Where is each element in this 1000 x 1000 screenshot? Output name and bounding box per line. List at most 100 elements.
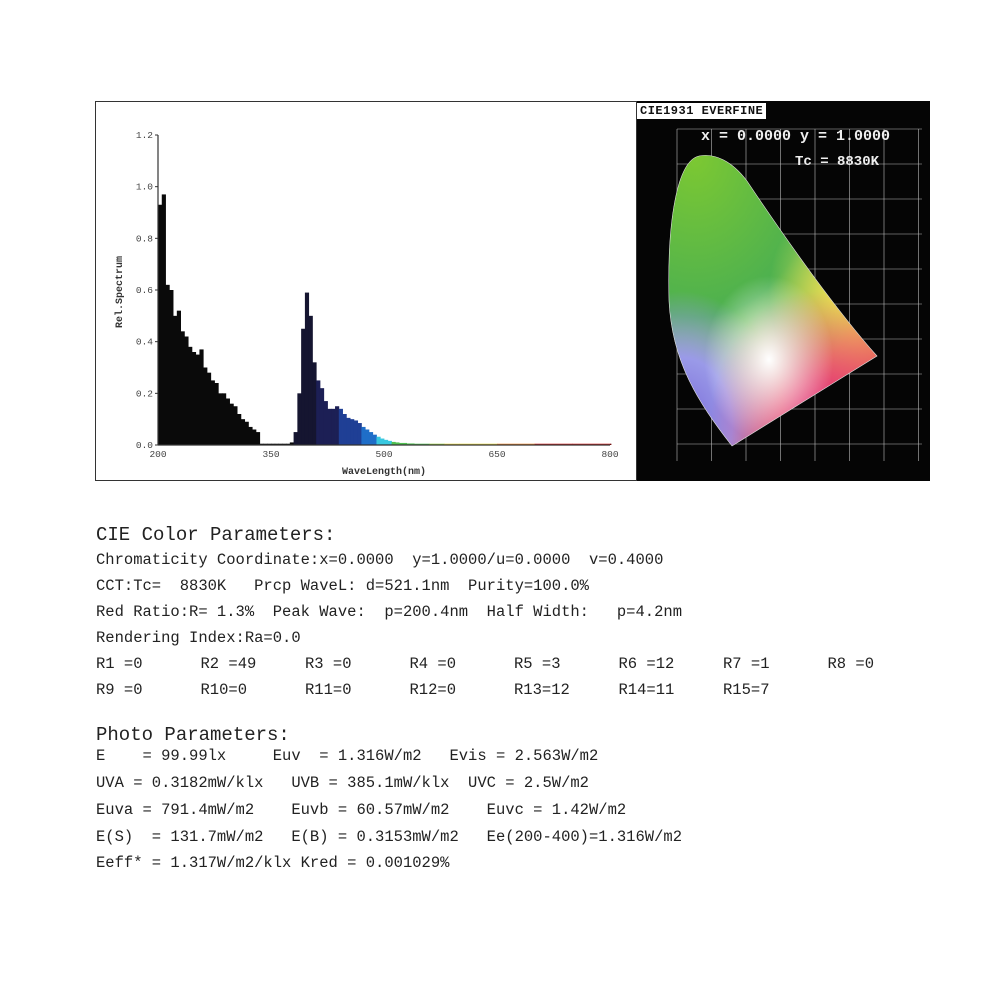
spectrum-bar bbox=[267, 443, 272, 445]
spectrum-bar bbox=[191, 352, 197, 445]
spectrum-bar bbox=[338, 408, 343, 445]
r-value-10: R10=0 bbox=[200, 681, 248, 699]
spectrum-bar bbox=[342, 414, 347, 445]
spectrum-bar bbox=[304, 292, 310, 445]
spectrum-bar bbox=[206, 372, 212, 445]
y-tick-label: 0.0 bbox=[136, 440, 153, 451]
spectrum-bar bbox=[255, 432, 261, 445]
spectrum-bar bbox=[372, 434, 377, 445]
x-ticks: 200 350 500 650 800 bbox=[149, 449, 618, 460]
photo-params-heading: Photo Parameters: bbox=[96, 724, 290, 746]
spectrum-bar bbox=[237, 414, 242, 445]
spectrum-chart: 0.0 0.2 0.4 0.6 0.8 1.0 1.2 200 350 500 650 800 Wa… bbox=[114, 130, 619, 478]
spectrum-bar bbox=[316, 380, 321, 445]
y-tick-label: 0.8 bbox=[136, 233, 153, 244]
photo-line-5: Eeff* = 1.317W/m2/klx Kred = 0.001029% bbox=[96, 854, 450, 872]
spectrum-bar bbox=[199, 349, 204, 445]
spectrum-bar bbox=[301, 328, 306, 445]
spectrum-bar bbox=[229, 403, 234, 445]
cie-title: CIE1931 EVERFINE bbox=[637, 103, 767, 119]
spectrum-bar bbox=[391, 441, 396, 445]
r-value-12: R12=0 bbox=[409, 681, 457, 699]
spectrum-chart-panel: 0.0 0.2 0.4 0.6 0.8 1.0 1.2 200 350 500 650 800 Wa… bbox=[95, 101, 637, 481]
spectrum-bar bbox=[444, 443, 460, 445]
spectrum-bar bbox=[335, 406, 340, 445]
spectrum-bar bbox=[572, 443, 611, 445]
r-value-7: R7 =1 bbox=[723, 655, 770, 673]
r-value-3: R3 =0 bbox=[305, 655, 352, 673]
r-value-5: R5 =3 bbox=[514, 655, 561, 673]
spectrum-bar bbox=[293, 432, 298, 445]
spectrum-bar bbox=[259, 443, 264, 445]
y-axis-label: Rel.Spectrum bbox=[114, 256, 126, 328]
spectrum-bar bbox=[278, 443, 283, 445]
rendering-index-line: Rendering Index:Ra=0.0 bbox=[96, 629, 301, 647]
spectrum-bar bbox=[312, 362, 317, 445]
spectrum-bar bbox=[331, 408, 336, 445]
spectrum-bar bbox=[406, 443, 415, 445]
spectrum-bar bbox=[395, 442, 400, 445]
chromaticity-line: Chromaticity Coordinate:x=0.0000 y=1.000… bbox=[96, 551, 664, 569]
spectrum-bar bbox=[282, 443, 287, 445]
cie-gamut bbox=[668, 155, 877, 446]
cie-diagram-graphic bbox=[668, 128, 922, 461]
spectrum-bar bbox=[384, 439, 389, 445]
spectrum-bar bbox=[346, 417, 351, 445]
x-tick-label: 650 bbox=[488, 449, 505, 460]
spectrum-bar bbox=[323, 401, 328, 445]
cie-tc-readout: Tc = 8830K bbox=[795, 154, 880, 170]
spectrum-bar bbox=[399, 442, 407, 445]
cie-xy-readout: x = 0.0000 y = 1.0000 bbox=[701, 128, 891, 145]
spectrum-bar bbox=[368, 432, 374, 445]
spectrum-bar bbox=[158, 204, 163, 445]
spectrum-bar bbox=[225, 398, 230, 445]
cie-chromaticity-diagram: CIE1931 EVERFINE x = 0.0000 y = 1.0000 T… bbox=[637, 101, 930, 481]
spectrum-bar bbox=[387, 440, 392, 445]
spectrum-bar bbox=[534, 443, 573, 445]
y-tick-label: 1.2 bbox=[136, 130, 153, 141]
photo-line-4: E(S) = 131.7mW/m2 E(B) = 0.3153mW/m2 Ee(… bbox=[96, 828, 682, 846]
x-tick-label: 800 bbox=[601, 449, 618, 460]
photo-line-3: Euva = 791.4mW/m2 Euvb = 60.57mW/m2 Euvc… bbox=[96, 801, 627, 819]
spectrum-bar bbox=[350, 419, 355, 445]
r-value-2: R2 =49 bbox=[200, 655, 257, 673]
spectrum-bar bbox=[327, 408, 332, 445]
r-value-11: R11=0 bbox=[305, 681, 352, 699]
spectrum-bar bbox=[459, 443, 498, 445]
spectrum-bar bbox=[233, 406, 238, 445]
r-value-14: R14=11 bbox=[618, 681, 675, 699]
spectrum-bar bbox=[429, 443, 445, 445]
spectrum-bar bbox=[244, 421, 249, 445]
r-value-15: R15=7 bbox=[723, 681, 770, 699]
spectrum-bar bbox=[361, 426, 366, 445]
photo-line-1: E = 99.99lx Euv = 1.316W/m2 Evis = 2.563… bbox=[96, 747, 599, 765]
spectrum-bar bbox=[240, 419, 246, 445]
spectrum-bar bbox=[173, 315, 178, 445]
spectrum-bar bbox=[610, 443, 612, 445]
spectrum-bar bbox=[353, 420, 359, 445]
x-tick-label: 200 bbox=[149, 449, 166, 460]
spectrum-bar bbox=[165, 284, 170, 445]
spectrum-bar bbox=[252, 429, 257, 445]
r-value-8: R8 =0 bbox=[827, 655, 875, 673]
x-tick-label: 350 bbox=[262, 449, 279, 460]
r-value-13: R13=12 bbox=[514, 681, 570, 699]
red-ratio-line: Red Ratio:R= 1.3% Peak Wave: p=200.4nm H… bbox=[96, 603, 682, 621]
y-ticks: 0.0 0.2 0.4 0.6 0.8 1.0 1.2 bbox=[136, 130, 158, 451]
spectrum-bar bbox=[357, 423, 362, 445]
spectrum-bar bbox=[308, 315, 313, 445]
y-tick-label: 1.0 bbox=[136, 182, 153, 193]
spectrum-bar bbox=[169, 290, 174, 445]
spectrum-bar bbox=[195, 354, 200, 445]
y-tick-label: 0.4 bbox=[136, 337, 153, 348]
spectrum-bar bbox=[274, 443, 279, 445]
x-tick-label: 500 bbox=[375, 449, 392, 460]
spectrum-bar bbox=[210, 380, 215, 445]
cct-line: CCT:Tc= 8830K Prcp WaveL: d=521.1nm Puri… bbox=[96, 577, 589, 595]
r-value-6: R6 =12 bbox=[618, 655, 675, 673]
spectrum-bar bbox=[222, 393, 227, 445]
spectrum-bar bbox=[161, 194, 166, 445]
spectrum-bar bbox=[286, 443, 291, 445]
r-value-9: R9 =0 bbox=[96, 681, 143, 699]
spectrum-bar bbox=[319, 388, 325, 445]
